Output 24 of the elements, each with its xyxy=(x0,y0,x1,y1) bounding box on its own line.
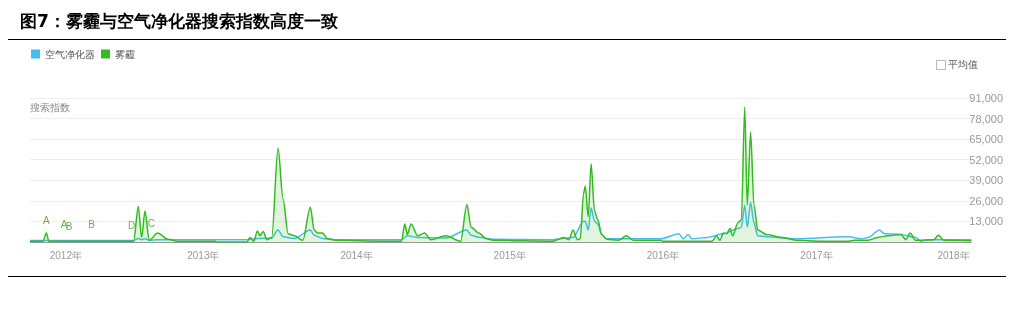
y-tick-label: 26,000 xyxy=(969,194,1004,207)
annotation: C xyxy=(147,217,155,229)
y-axis-title: 搜索指数 xyxy=(30,101,70,113)
y-tick-label: 13,000 xyxy=(969,215,1004,228)
x-tick-label: 2018年 xyxy=(937,249,970,261)
legend-label: 雾霾 xyxy=(115,48,135,60)
annotation: D xyxy=(127,220,136,232)
x-tick-label: 2017年 xyxy=(800,249,833,261)
x-tick-label: 2016年 xyxy=(646,249,680,261)
y-tick-label: 39,000 xyxy=(969,174,1004,187)
legend-label: 空气净化器 xyxy=(45,48,95,60)
y-tick-label: 52,000 xyxy=(969,153,1004,166)
x-tick-label: 2015年 xyxy=(493,249,526,261)
annotation: B xyxy=(88,219,96,231)
x-tick-label: 2012年 xyxy=(49,249,82,261)
x-tick-label: 2014年 xyxy=(340,249,373,261)
text: 平均值 xyxy=(948,58,978,72)
x-tick-label: 2013年 xyxy=(187,249,220,261)
chart-title: 图7：雾霾与空气净化器搜索指数高度一致 xyxy=(8,8,1006,40)
y-tick-label: 78,000 xyxy=(969,112,1004,125)
y-tick-label: 65,000 xyxy=(969,133,1004,146)
y-tick-label: 91,000 xyxy=(969,92,1004,104)
annotation: A xyxy=(43,214,51,226)
annotation: B xyxy=(65,220,73,232)
